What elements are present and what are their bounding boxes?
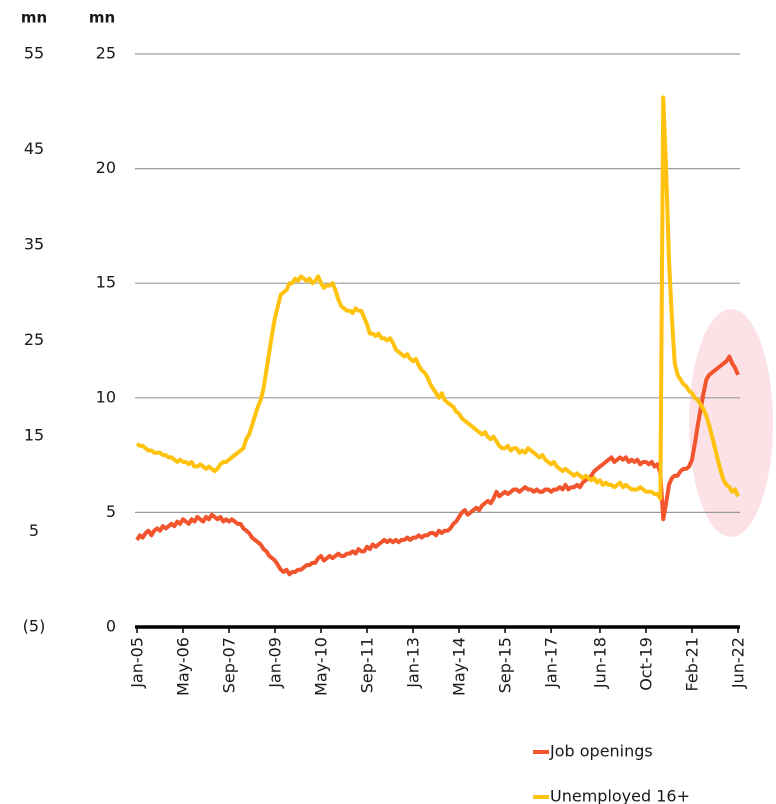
- x-tick-label: Jan-05: [128, 637, 147, 689]
- y2-tick-label: 45: [24, 139, 44, 158]
- y2-tick-label: 55: [24, 44, 44, 63]
- y-tick-label: 0: [106, 617, 116, 636]
- y2-axis-label: mn: [21, 9, 47, 27]
- y-tick-label: 20: [96, 158, 116, 177]
- x-tick-label: Oct-19: [636, 637, 655, 691]
- x-tick-label: Sep-07: [220, 637, 239, 693]
- x-tick-label: Jan-17: [542, 637, 561, 689]
- x-tick-label: Jun-22: [729, 637, 748, 689]
- legend-label: Job openings: [549, 742, 653, 761]
- x-tick-label: Jan-13: [404, 637, 423, 689]
- x-tick-label: May-06: [174, 637, 193, 696]
- y-axis-label: mn: [89, 9, 115, 27]
- y-tick-label: 5: [106, 502, 116, 521]
- y2-tick-label: 5: [29, 521, 39, 540]
- series-line: [135, 95, 740, 501]
- legend-label: Unemployed 16+: [550, 787, 690, 804]
- x-tick-label: Jun-18: [590, 637, 609, 689]
- y-tick-label: 10: [96, 387, 116, 406]
- y2-tick-label: 15: [24, 426, 44, 445]
- highlight-ellipse: [689, 309, 773, 537]
- x-tick-label: Jan-09: [266, 637, 285, 689]
- x-tick-label: May-14: [450, 637, 469, 696]
- x-tick-label: Sep-11: [358, 637, 377, 693]
- y2-tick-label: (5): [23, 617, 46, 636]
- x-tick-label: Feb-21: [682, 637, 701, 691]
- series-line: [135, 354, 740, 577]
- y-tick-label: 15: [96, 273, 116, 292]
- x-tick-label: May-10: [312, 637, 331, 696]
- x-tick-label: Sep-15: [496, 637, 515, 693]
- y2-tick-label: 25: [24, 330, 44, 349]
- y2-tick-label: 35: [24, 235, 44, 254]
- y-tick-label: 25: [96, 44, 116, 63]
